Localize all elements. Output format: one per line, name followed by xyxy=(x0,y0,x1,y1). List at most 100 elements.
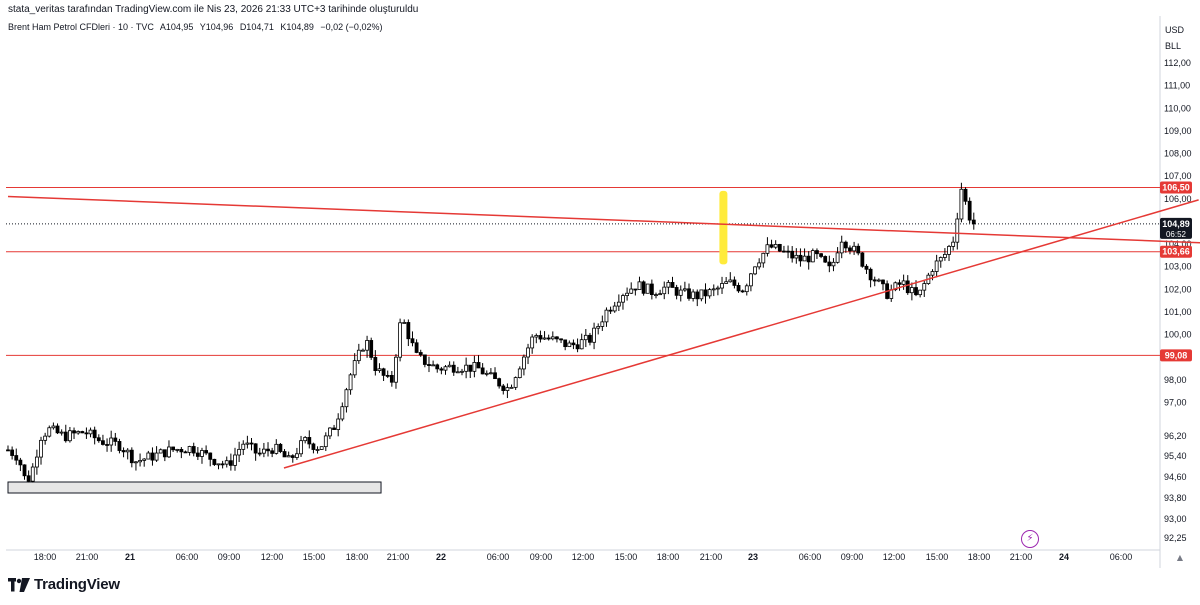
candle-body xyxy=(658,293,663,296)
candle-body xyxy=(352,360,357,376)
ohlc-low: D104,71 xyxy=(239,22,274,32)
candle-body xyxy=(567,342,572,348)
candle-body xyxy=(493,372,497,380)
candle-body xyxy=(810,250,815,263)
candle-body xyxy=(579,339,584,350)
candle-body xyxy=(555,336,559,340)
candle-body xyxy=(790,250,795,259)
candle-body xyxy=(195,452,200,457)
y-tick-label: 95,40 xyxy=(1164,451,1187,461)
candle-body xyxy=(39,439,43,458)
candle-body xyxy=(509,386,514,389)
price-tag-label: 103,66 xyxy=(1162,247,1190,257)
candle-body xyxy=(10,449,15,456)
candle-body xyxy=(257,452,262,455)
candle-body xyxy=(88,429,93,435)
candle-body xyxy=(323,435,328,448)
last-price-label: 104,89 xyxy=(1162,219,1190,229)
x-tick-label: 12:00 xyxy=(883,552,906,562)
candle-body xyxy=(237,448,242,456)
symbol-name[interactable]: Brent Ham Petrol CFDleri · 10 · TVC xyxy=(8,22,154,32)
candle-body xyxy=(431,364,436,367)
candle-body xyxy=(687,288,691,299)
y-tick-label: 96,20 xyxy=(1164,431,1187,441)
candle-body xyxy=(934,260,939,272)
y-tick-label: 94,60 xyxy=(1164,472,1187,482)
candle-body xyxy=(823,256,828,263)
candle-body xyxy=(843,241,848,249)
candle-body xyxy=(150,452,155,461)
candle-body xyxy=(191,446,196,454)
candle-body xyxy=(517,368,522,379)
scale-marker-icon: ▲ xyxy=(1177,553,1184,562)
price-tag-label: 99,08 xyxy=(1165,350,1188,360)
candle-body xyxy=(782,250,786,253)
candle-body xyxy=(51,425,56,429)
candle-body xyxy=(435,364,440,370)
candle-body xyxy=(596,326,601,329)
candle-body xyxy=(546,337,551,340)
candle-body xyxy=(30,466,35,482)
candle-body xyxy=(720,283,724,289)
candle-body xyxy=(530,336,535,349)
candle-body xyxy=(394,356,398,383)
candle-body xyxy=(295,453,299,458)
candle-body xyxy=(538,335,543,340)
y-tick-label: 109,00 xyxy=(1164,126,1192,136)
candle-body xyxy=(740,290,745,293)
candle-body xyxy=(204,450,209,454)
unit-label: BLL xyxy=(1165,41,1181,51)
candle-body xyxy=(616,301,621,307)
candle-body xyxy=(76,431,81,434)
candle-body xyxy=(249,442,254,445)
candle-body xyxy=(138,460,142,463)
candle-body xyxy=(187,446,192,453)
candle-body xyxy=(802,255,807,262)
candle-body xyxy=(588,334,592,343)
candle-body xyxy=(455,371,460,374)
candle-body xyxy=(418,352,423,356)
candle-body xyxy=(621,295,625,303)
candle-body xyxy=(715,287,720,290)
x-tick-label: 24 xyxy=(1059,552,1069,562)
candle-body xyxy=(765,244,770,254)
candle-body xyxy=(773,244,778,248)
candle-body xyxy=(261,448,266,454)
candle-body xyxy=(955,218,960,243)
y-tick-label: 106,00 xyxy=(1164,194,1192,204)
candle-body xyxy=(315,449,320,451)
candle-body xyxy=(373,356,378,371)
candle-body xyxy=(216,463,221,466)
candle-body xyxy=(472,362,477,372)
candle-body xyxy=(109,437,114,446)
x-tick-label: 06:00 xyxy=(1110,552,1133,562)
candle-body xyxy=(121,450,126,453)
trend-line-ascending xyxy=(283,199,1199,469)
y-tick-label: 104,00 xyxy=(1164,239,1192,249)
candle-body xyxy=(872,279,877,282)
candle-body xyxy=(113,437,118,442)
candle-body xyxy=(47,427,52,437)
y-tick-label: 102,00 xyxy=(1164,284,1192,294)
candle-body xyxy=(266,448,270,452)
candle-body xyxy=(200,450,204,457)
y-tick-label: 101,00 xyxy=(1164,307,1192,317)
candle-body xyxy=(22,464,27,477)
y-tick-label: 108,00 xyxy=(1164,149,1192,159)
candle-body xyxy=(253,443,258,454)
support-zone xyxy=(7,481,382,494)
ohlc-open: A104,95 xyxy=(159,22,194,32)
candle-body xyxy=(769,244,774,248)
candle-body xyxy=(484,372,489,375)
y-tick-label: 93,00 xyxy=(1164,514,1187,524)
candle-body xyxy=(753,266,757,275)
candle-body xyxy=(522,356,526,370)
candle-body xyxy=(212,458,217,465)
y-tick-label: 98,00 xyxy=(1164,375,1187,385)
candle-body xyxy=(749,273,753,287)
ohlc-close: K104,89 xyxy=(280,22,314,32)
x-tick-label: 15:00 xyxy=(303,552,326,562)
lightning-icon[interactable]: ⚡ xyxy=(1021,530,1039,548)
